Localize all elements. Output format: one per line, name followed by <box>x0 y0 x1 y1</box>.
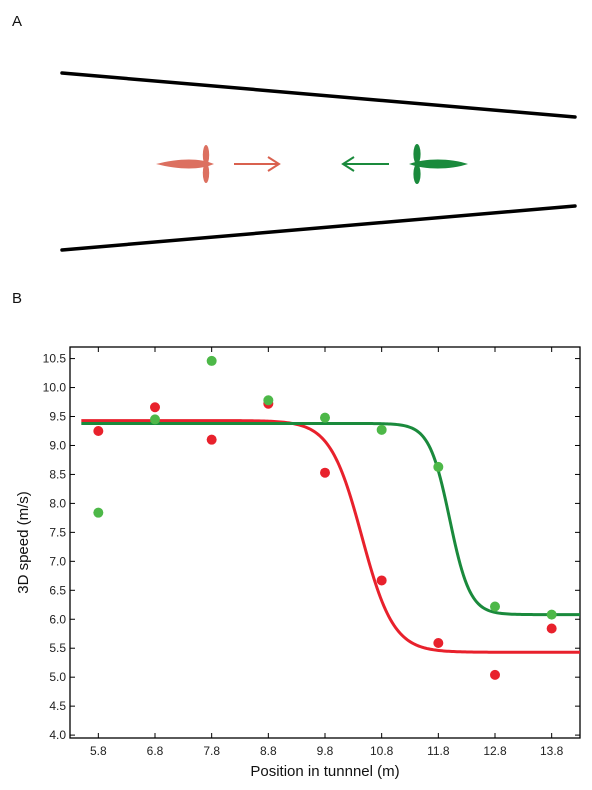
y-tick-label: 9.5 <box>49 410 66 424</box>
y-axis-label: 3D speed (m/s) <box>15 491 32 594</box>
x-tick-label: 6.8 <box>147 744 164 758</box>
right-plane-icon <box>409 144 468 184</box>
speed-chart: 5.8 6.8 7.8 8.8 9.8 10.8 11.8 12.8 13.8 4.0 4.5 5.0… <box>15 346 581 780</box>
series-1-point <box>263 395 274 406</box>
y-tick-label: 6.0 <box>49 612 66 626</box>
series-0-point <box>206 434 217 445</box>
series-1-point <box>490 601 500 612</box>
y-tick-label: 8.5 <box>49 467 66 481</box>
y-tick-label: 8.0 <box>49 496 66 510</box>
x-tick-label: 5.8 <box>90 744 107 758</box>
y-tick-label: 6.5 <box>49 583 66 597</box>
x-tick-label: 13.8 <box>540 744 564 758</box>
tunnel-diagram <box>60 71 577 252</box>
left-arrow-icon <box>341 156 389 172</box>
right-arrow-icon <box>234 156 281 172</box>
y-tick-label: 5.0 <box>49 670 66 684</box>
y-tick-label: 10.0 <box>43 381 67 395</box>
series-0-point <box>320 467 330 478</box>
series-1-point <box>206 355 217 366</box>
series-1-point <box>433 461 444 472</box>
series-0-point <box>546 623 557 634</box>
plot-frame <box>69 346 581 739</box>
series-0-point <box>433 638 444 649</box>
tunnel-bottom-wall <box>60 204 577 252</box>
series-1-point <box>93 507 104 518</box>
tunnel-top-wall <box>60 71 577 119</box>
x-tick-label: 12.8 <box>483 744 507 758</box>
series-1-point <box>320 412 330 423</box>
x-tick-label: 8.8 <box>260 744 277 758</box>
y-tick-label: 5.5 <box>49 641 66 655</box>
series-1-fit-line <box>81 421 580 617</box>
y-tick-label: 4.5 <box>49 699 66 713</box>
series-0-point <box>376 575 387 586</box>
x-tick-label: 9.8 <box>317 744 334 758</box>
y-tick-label: 10.5 <box>43 352 67 366</box>
series-1-point <box>546 609 557 620</box>
x-axis-label: Position in tunnnel (m) <box>250 763 399 780</box>
series-0-fit-line <box>81 419 580 654</box>
series-0-point <box>93 425 104 436</box>
left-plane-icon <box>156 145 214 183</box>
x-tick-label: 11.8 <box>427 744 450 758</box>
panel-a-label: A <box>12 13 22 30</box>
series-0-point <box>490 669 500 680</box>
x-tick-label: 7.8 <box>203 744 220 758</box>
x-tick-label: 10.8 <box>370 744 394 758</box>
series-1-point <box>150 414 160 425</box>
y-tick-label: 7.0 <box>49 554 66 568</box>
y-tick-label: 7.5 <box>49 525 66 539</box>
y-tick-label: 4.0 <box>49 728 66 742</box>
series-1-point <box>376 424 387 435</box>
panel-b-label: B <box>12 290 22 307</box>
series-0-point <box>150 402 160 413</box>
y-tick-label: 9.0 <box>49 438 66 452</box>
